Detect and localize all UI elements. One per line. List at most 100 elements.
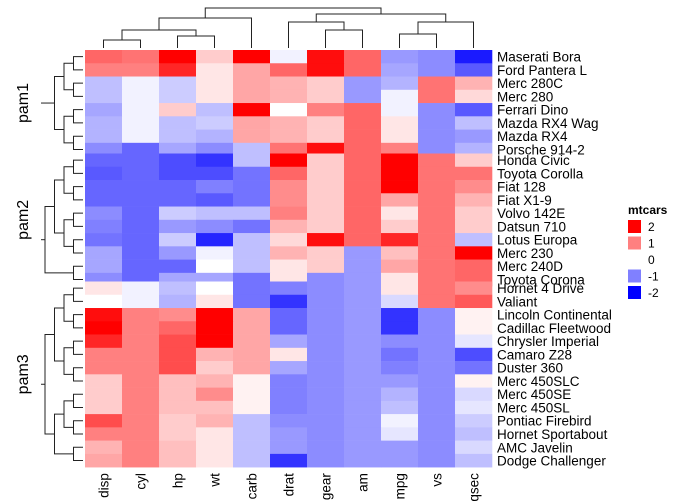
- heatmap-cell: [418, 427, 456, 441]
- heatmap-cell: [381, 361, 419, 375]
- column-dendrogram: [103, 7, 474, 48]
- heatmap-cell: [233, 374, 271, 388]
- heatmap-cell: [196, 142, 234, 157]
- heatmap-cell: [344, 219, 382, 234]
- heatmap-cell: [233, 440, 271, 455]
- heatmap-cell: [455, 103, 493, 117]
- heatmap-cell: [233, 259, 271, 274]
- heatmap-cell: [418, 233, 456, 247]
- heatmap-cell: [344, 347, 382, 362]
- heatmap-cell: [418, 294, 456, 309]
- heatmap-cell: [196, 321, 234, 335]
- heatmap-cell: [418, 219, 456, 234]
- row-dendrogram-branch: [63, 400, 74, 428]
- heatmap-cell: [85, 219, 123, 234]
- heatmap-cell: [196, 453, 234, 468]
- column-dendrogram-branch: [325, 29, 363, 48]
- heatmap-cell: [270, 246, 308, 260]
- heatmap-cell: [233, 166, 271, 181]
- heatmap-cell: [85, 153, 123, 168]
- row-dendrogram-branch: [73, 367, 83, 382]
- heatmap-cell: [455, 308, 493, 322]
- heatmap-cell: [159, 453, 197, 468]
- heatmap-cell: [307, 50, 345, 64]
- heatmap-cell: [122, 334, 160, 349]
- heatmap-cell: [344, 387, 382, 402]
- heatmap-cell: [196, 387, 234, 402]
- heatmap-cell: [159, 347, 197, 362]
- heatmap-cell: [233, 387, 271, 402]
- heatmap-cell: [455, 374, 493, 388]
- row-label: Toyota Corona: [497, 272, 585, 287]
- heatmap-cell: [270, 166, 308, 181]
- heatmap-cell: [122, 321, 160, 335]
- heatmap-cell: [455, 347, 493, 362]
- heatmap-cell: [418, 116, 456, 130]
- heatmap-cell: [455, 259, 493, 274]
- heatmap-cell: [381, 414, 419, 428]
- heatmap-cell: [344, 334, 382, 349]
- row-label: Merc 450SE: [497, 387, 571, 402]
- heatmap-cell: [418, 103, 456, 117]
- heatmap-cell: [233, 142, 271, 157]
- heatmap-cell: [344, 206, 382, 221]
- heatmap-cell: [159, 321, 197, 335]
- heatmap-cell: [344, 89, 382, 104]
- row-dendrogram-branch: [54, 307, 64, 362]
- heatmap-cell: [418, 281, 456, 296]
- heatmap-cell: [85, 166, 123, 181]
- heatmap-cell: [307, 233, 345, 247]
- heatmap-cell: [233, 246, 271, 260]
- heatmap-cell: [418, 180, 456, 194]
- heatmap-cell: [344, 321, 382, 335]
- heatmap-cell: [307, 374, 345, 388]
- row-label: Merc 240D: [497, 259, 563, 274]
- heatmap-cell: [85, 414, 123, 428]
- heatmap-cell: [418, 166, 456, 181]
- heatmap-cell: [233, 89, 271, 104]
- heatmap-cell: [381, 321, 419, 335]
- row-dendrogram-branch: [73, 135, 83, 150]
- row-label: Fiat X1-9: [497, 193, 552, 208]
- legend-swatch: [628, 253, 641, 266]
- heatmap-cell: [122, 400, 160, 415]
- heatmap-cell: [381, 50, 419, 64]
- heatmap-cell: [418, 246, 456, 260]
- heatmap-cell: [233, 50, 271, 64]
- row-label: Duster 360: [497, 361, 563, 376]
- heatmap-cell: [418, 76, 456, 91]
- heatmap-cell: [270, 453, 308, 468]
- heatmap-cell: [307, 400, 345, 415]
- heatmap-cell: [344, 440, 382, 455]
- heatmap-cell: [344, 374, 382, 388]
- row-label: Porsche 914-2: [497, 142, 585, 157]
- heatmap-cell: [307, 76, 345, 91]
- heatmap-cell: [233, 193, 271, 207]
- heatmap-cell: [85, 206, 123, 221]
- row-dendrogram-branch: [44, 334, 55, 435]
- heatmap-cell: [270, 142, 308, 157]
- heatmap-cell: [270, 50, 308, 64]
- row-dendrogram-branch: [73, 314, 83, 329]
- heatmap-cell: [122, 89, 160, 104]
- heatmap-cell: [122, 233, 160, 247]
- heatmap-cell: [270, 308, 308, 322]
- row-dendrogram-branch: [44, 206, 74, 274]
- row-dendrogram-branch: [73, 159, 83, 174]
- heatmap-cell: [122, 193, 160, 207]
- heatmap-cell: [381, 347, 419, 362]
- heatmap-cell: [455, 453, 493, 468]
- heatmap-cell: [122, 347, 160, 362]
- heatmap-cell: [196, 347, 234, 362]
- heatmap-cell: [196, 50, 234, 64]
- heatmap-cell: [122, 76, 160, 91]
- heatmap-cell: [122, 453, 160, 468]
- heatmap-cell: [159, 387, 197, 402]
- heatmap-cell: [344, 63, 382, 77]
- heatmap-cell: [159, 180, 197, 194]
- heatmap-cell: [159, 259, 197, 274]
- column-dendrogram-branch: [417, 21, 474, 48]
- row-label: Dodge Challenger: [497, 454, 606, 469]
- heatmap-cell: [418, 334, 456, 349]
- heatmap-cell: [196, 129, 234, 144]
